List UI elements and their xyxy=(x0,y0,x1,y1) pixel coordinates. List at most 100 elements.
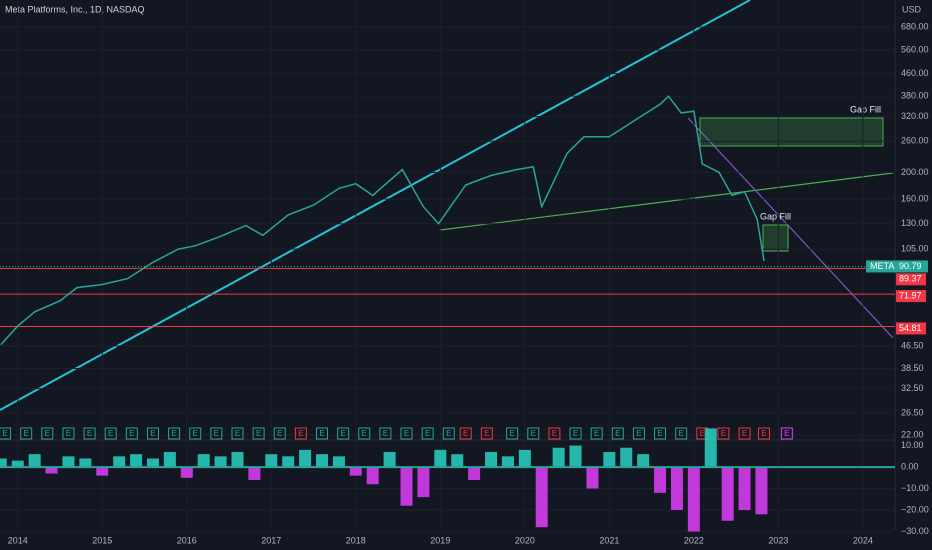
x-tick-label: 2017 xyxy=(261,535,281,545)
oscillator-bar xyxy=(654,467,667,493)
earnings-marker xyxy=(654,427,667,440)
earnings-marker xyxy=(0,427,12,440)
oscillator-bar xyxy=(451,454,464,468)
x-tick-label: 2019 xyxy=(430,535,450,545)
earnings-label: E xyxy=(2,429,7,438)
oscillator-bar xyxy=(332,456,345,468)
earnings-marker xyxy=(294,427,307,440)
earnings-label: E xyxy=(108,429,113,438)
y-tick-label: 260.00 xyxy=(901,136,929,146)
earnings-label: E xyxy=(446,429,451,438)
x-tick-label: 2024 xyxy=(853,535,873,545)
y-tick-label: 105.00 xyxy=(901,244,929,254)
y-tick-label: 130.00 xyxy=(901,218,929,228)
price-badge xyxy=(866,260,928,273)
earnings-label: E xyxy=(484,429,489,438)
oscillator-bar xyxy=(79,458,92,468)
annotation: Gap Fill xyxy=(760,211,791,221)
y-tick-label: 38.50 xyxy=(901,363,924,373)
oscillator-bar xyxy=(214,456,227,468)
oscillator-bar xyxy=(197,454,210,468)
earnings-marker xyxy=(231,427,244,440)
oscillator-bar xyxy=(299,449,312,468)
earnings-marker xyxy=(611,427,624,440)
earnings-marker xyxy=(400,427,413,440)
oscillator-bar xyxy=(146,458,159,468)
earnings-label: E xyxy=(531,429,536,438)
oscillator-bar xyxy=(163,452,176,468)
earnings-label: E xyxy=(298,429,303,438)
oscillator-bar xyxy=(468,467,481,480)
earnings-marker xyxy=(41,427,54,440)
level-badge xyxy=(896,322,926,335)
earnings-label: E xyxy=(340,429,345,438)
oscillator-bar xyxy=(586,467,599,489)
earnings-label: E xyxy=(721,429,726,438)
earnings-label: E xyxy=(700,429,705,438)
oscillator-bar xyxy=(45,467,58,474)
series-name: META xyxy=(870,261,894,271)
y-tick-label: −20.00 xyxy=(901,504,929,514)
earnings-marker xyxy=(379,427,392,440)
earnings-label: E xyxy=(129,429,134,438)
earnings-marker xyxy=(569,427,582,440)
oscillator-bar xyxy=(130,454,143,468)
earnings-marker xyxy=(459,427,472,440)
earnings-label: E xyxy=(573,429,578,438)
earnings-label: E xyxy=(256,429,261,438)
oscillator-bar xyxy=(434,449,447,468)
earnings-label: E xyxy=(594,429,599,438)
earnings-label: E xyxy=(214,429,219,438)
y-tick-label: 680.00 xyxy=(901,21,929,31)
earnings-label: E xyxy=(657,429,662,438)
x-tick-label: 2021 xyxy=(599,535,619,545)
earnings-marker xyxy=(780,427,793,440)
earnings-marker xyxy=(548,427,561,440)
oscillator-bar xyxy=(620,447,633,468)
oscillator-bar xyxy=(366,467,379,485)
x-tick-label: 2016 xyxy=(177,535,197,545)
oscillator-bar xyxy=(603,452,616,468)
y-tick-label: 22.00 xyxy=(901,429,924,439)
oscillator-bar xyxy=(28,454,41,468)
earnings-label: E xyxy=(45,429,50,438)
oscillator-bar xyxy=(180,467,193,478)
earnings-marker xyxy=(590,427,603,440)
earnings-label: E xyxy=(463,429,468,438)
trendline xyxy=(687,117,894,339)
level-label: 71.97 xyxy=(899,290,922,300)
oscillator-bar xyxy=(501,456,514,468)
y-tick-label: 160.00 xyxy=(901,193,929,203)
oscillator-bar xyxy=(637,454,650,468)
earnings-marker xyxy=(189,427,202,440)
y-tick-label: 380.00 xyxy=(901,91,929,101)
earnings-label: E xyxy=(319,429,324,438)
oscillator-bar xyxy=(11,460,24,468)
y-tick-label: 10.00 xyxy=(901,440,924,450)
oscillator-bar xyxy=(248,467,261,480)
earnings-label: E xyxy=(150,429,155,438)
oscillator-bar xyxy=(315,454,328,468)
oscillator-bar xyxy=(349,467,362,476)
earnings-label: E xyxy=(742,429,747,438)
annotation: Gap Fill xyxy=(850,104,881,114)
price-line xyxy=(0,95,765,346)
gap-zone xyxy=(762,224,789,252)
level-label: 54.81 xyxy=(899,323,922,333)
x-tick-label: 2020 xyxy=(515,535,535,545)
y-tick-label: 560.00 xyxy=(901,44,929,54)
earnings-marker xyxy=(738,427,751,440)
earnings-marker xyxy=(20,427,33,440)
oscillator-bar xyxy=(552,447,565,468)
chart-title: Meta Platforms, Inc., 1D, NASDAQ xyxy=(5,4,145,14)
earnings-label: E xyxy=(193,429,198,438)
earnings-label: E xyxy=(761,429,766,438)
oscillator-bar xyxy=(738,467,751,511)
earnings-marker xyxy=(358,427,371,440)
earnings-label: E xyxy=(636,429,641,438)
earnings-marker xyxy=(758,427,771,440)
earnings-marker xyxy=(83,427,96,440)
y-tick-label: 0.00 xyxy=(901,461,919,471)
